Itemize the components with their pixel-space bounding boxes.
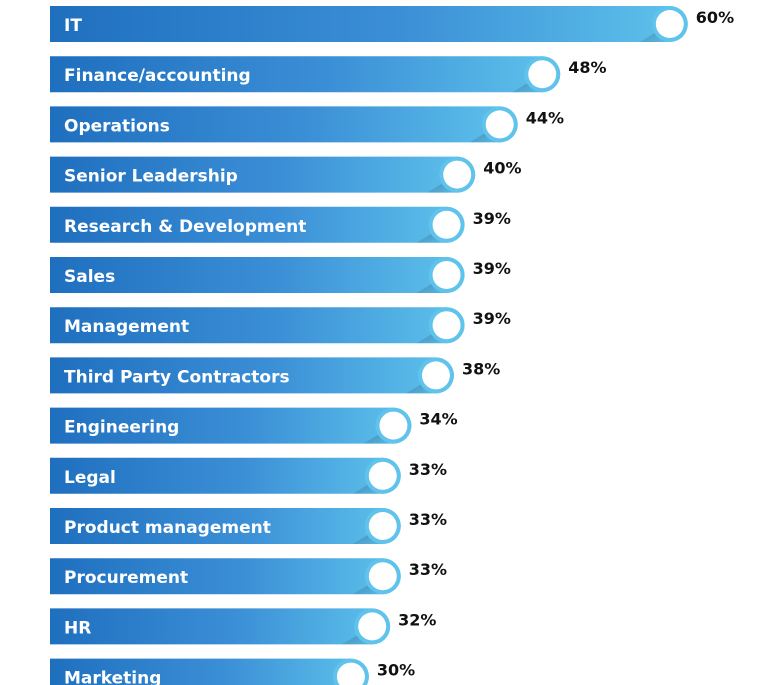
category-label: Third Party Contractors [64, 367, 290, 387]
knob [368, 461, 397, 490]
value-label: 60% [696, 8, 734, 27]
knob [379, 411, 408, 440]
bar-group: Management 39% [50, 307, 511, 344]
knob [432, 261, 461, 289]
bar [50, 56, 561, 93]
bar-group: Sales 39% [50, 257, 511, 293]
value-label: 34% [419, 410, 457, 429]
bar-group: Legal 33% [50, 457, 447, 494]
category-label: Engineering [64, 418, 179, 438]
bar-group: Operations 44% [50, 106, 564, 143]
category-label: Legal [64, 468, 116, 488]
knob [358, 612, 387, 641]
bar [50, 307, 465, 344]
value-label: 33% [409, 460, 447, 479]
category-label: Research & Development [64, 217, 306, 237]
knob [421, 361, 450, 390]
bar [50, 558, 401, 595]
bar-group: Product management 33% [50, 508, 447, 544]
value-label: 33% [409, 510, 447, 529]
knob [336, 662, 365, 685]
value-label: 48% [568, 58, 606, 77]
category-label: Product management [64, 518, 271, 538]
value-label: 32% [398, 610, 436, 629]
bar [50, 6, 688, 42]
value-label: 38% [462, 359, 500, 378]
bar-group: Senior Leadership 40% [50, 156, 521, 193]
bar [50, 206, 465, 243]
category-label: Marketing [64, 669, 161, 685]
category-label: Senior Leadership [64, 167, 238, 187]
knob [485, 110, 514, 139]
category-label: Sales [64, 267, 115, 287]
knob [528, 60, 557, 89]
bar [50, 457, 401, 494]
value-label: 39% [473, 259, 511, 278]
value-label: 39% [473, 209, 511, 228]
category-label: Procurement [64, 568, 188, 588]
value-label: 40% [483, 159, 521, 178]
bar-group: Engineering 34% [50, 407, 458, 444]
bar [50, 658, 369, 685]
bar [50, 357, 454, 394]
bar [50, 106, 518, 143]
category-label: HR [64, 618, 91, 638]
bar [50, 257, 465, 293]
bar [50, 156, 476, 193]
category-label: Management [64, 317, 189, 337]
bar-group: Procurement 33% [50, 558, 447, 595]
bar-group: Finance/accounting 48% [50, 56, 607, 93]
value-label: 44% [526, 108, 564, 127]
category-label: Operations [64, 116, 170, 136]
bar-group: Research & Development 39% [50, 206, 511, 243]
category-label: Finance/accounting [64, 66, 251, 86]
bars-layer: IT 60% Finance/accounting 48% Operations 44% S… [50, 6, 734, 685]
knob [432, 311, 461, 340]
category-label: IT [64, 16, 82, 36]
bar-group: IT 60% [50, 6, 734, 42]
bar-group: HR 32% [50, 608, 436, 645]
bar-group: Third Party Contractors 38% [50, 357, 500, 394]
knob [432, 210, 461, 239]
knob [655, 10, 684, 38]
value-label: 30% [377, 661, 415, 680]
bar [50, 407, 412, 444]
knob [368, 562, 397, 591]
bar [50, 608, 391, 645]
bar [50, 508, 401, 544]
knob [368, 512, 397, 540]
value-label: 39% [473, 309, 511, 328]
value-label: 33% [409, 560, 447, 579]
knob [443, 160, 472, 189]
bar-group: Marketing 30% [50, 658, 415, 685]
